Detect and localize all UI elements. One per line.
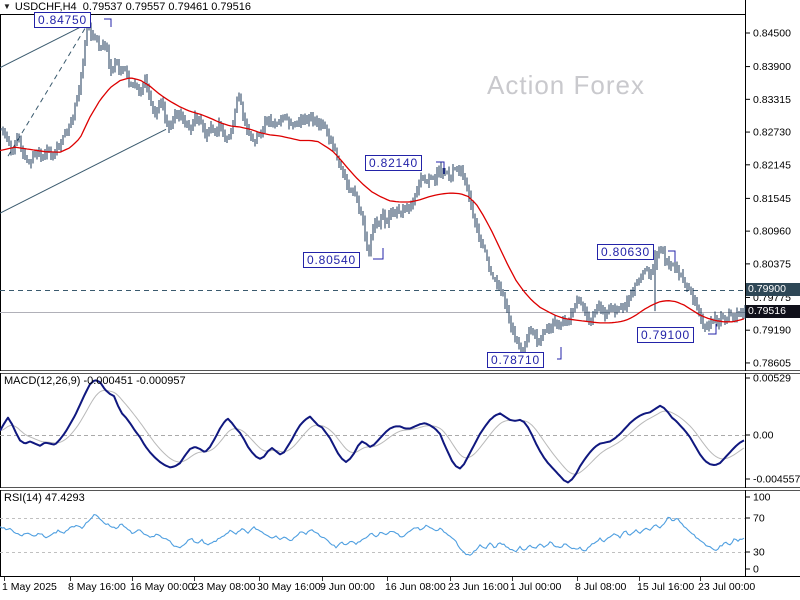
time-axis-tick — [259, 577, 260, 581]
y-axis-label: 0.83315 — [753, 94, 791, 106]
time-axis-label: 8 Jul 08:00 — [575, 581, 627, 593]
y-axis-label: 0.82730 — [753, 127, 791, 139]
time-axis-tick — [700, 577, 701, 581]
rsi-panel-canvas[interactable]: 100 70 30 0 — [0, 490, 800, 577]
label-connector — [668, 250, 676, 262]
time-axis-tick — [70, 577, 71, 581]
macd-axis-label: 0.00529 — [753, 373, 791, 385]
time-axis-tick — [322, 577, 323, 581]
trendline — [7, 23, 89, 157]
y-axis-label: 0.78605 — [753, 357, 791, 369]
time-axis-tick — [639, 577, 640, 581]
price-bars — [0, 19, 746, 357]
label-connector — [373, 248, 384, 260]
rsi-line — [0, 513, 745, 556]
y-axis-label: 0.80375 — [753, 258, 791, 270]
time-axis-tick — [387, 577, 388, 581]
y-axis-label: 0.81545 — [753, 193, 791, 205]
y-axis-label: 0.83900 — [753, 61, 791, 73]
rsi-axis-label: 0 — [753, 564, 759, 576]
time-axis-label: 15 Jul 16:00 — [637, 581, 695, 593]
time-axis-tick — [4, 577, 5, 581]
price-tag-0.79900: 0.79900 — [746, 283, 800, 296]
label-connector — [436, 161, 445, 174]
time-axis-label: 1 Jul 00:00 — [510, 581, 562, 593]
macd-axis-label: 0.00 — [753, 430, 774, 442]
time-axis-label: 23 Jul 00:00 — [698, 581, 756, 593]
time-axis-label: 1 May 2025 — [2, 581, 57, 593]
ohlc-values: 0.79537 0.79557 0.79461 0.79516 — [82, 1, 251, 13]
symbol-dropdown-icon[interactable]: ▼ — [3, 2, 11, 11]
trendline — [0, 128, 167, 214]
price-chart-canvas[interactable]: 0.84500 0.83900 0.83315 0.82730 0.82145 0.815… — [0, 0, 800, 371]
time-axis-tick — [450, 577, 451, 581]
time-axis-tick — [512, 577, 513, 581]
watermark: Action Forex — [487, 70, 645, 100]
price-label-box[interactable]: 0.84750 — [34, 12, 91, 28]
price-label-box[interactable]: 0.78710 — [487, 352, 544, 368]
time-axis-tick — [132, 577, 133, 581]
macd-label: MACD(12,26,9) -0.000451 -0.000957 — [4, 375, 186, 387]
time-axis-label: 9 Jun 00:00 — [320, 581, 375, 593]
time-axis-tick — [194, 577, 195, 581]
rsi-axis-label: 100 — [753, 492, 771, 504]
macd-signal-line — [0, 389, 745, 475]
symbol-title-bar: ▼ USDCHF,H4 0.79537 0.79557 0.79461 0.795… — [3, 1, 251, 13]
y-axis-label: 0.80960 — [753, 226, 791, 238]
trendline — [0, 21, 91, 69]
time-axis-label: 16 May 00:00 — [130, 581, 194, 593]
rsi-label: RSI(14) 47.4293 — [4, 492, 85, 504]
macd-panel-canvas[interactable]: 0.00529 0.00 -0.004557 — [0, 373, 800, 488]
price-label-box[interactable]: 0.82140 — [365, 155, 422, 171]
price-label-box[interactable]: 0.80630 — [597, 244, 654, 260]
rsi-axis-label: 70 — [753, 513, 765, 525]
y-axis-label: 0.84500 — [753, 28, 791, 40]
time-axis-label: 23 Jun 16:00 — [448, 581, 509, 593]
label-connector — [557, 347, 562, 360]
ma-line — [0, 77, 745, 324]
time-axis-label: 16 Jun 08:00 — [385, 581, 446, 593]
time-axis-label: 30 May 16:00 — [257, 581, 321, 593]
macd-axis-label: -0.004557 — [753, 474, 800, 486]
label-connector — [104, 18, 112, 27]
price-label-box[interactable]: 0.80540 — [303, 252, 360, 268]
symbol-label: USDCHF,H4 — [14, 1, 77, 13]
macd-line — [0, 379, 745, 484]
price-tag-0.79516: 0.79516 — [746, 305, 800, 318]
y-axis-label: 0.82145 — [753, 159, 791, 171]
price-label-box[interactable]: 0.79100 — [637, 327, 694, 343]
time-axis-tick — [577, 577, 578, 581]
rsi-axis-label: 30 — [753, 547, 765, 559]
label-connector — [708, 324, 717, 335]
y-axis-label: 0.79190 — [753, 325, 791, 337]
time-axis-label: 8 May 16:00 — [68, 581, 126, 593]
time-axis-label: 23 May 08:00 — [192, 581, 256, 593]
